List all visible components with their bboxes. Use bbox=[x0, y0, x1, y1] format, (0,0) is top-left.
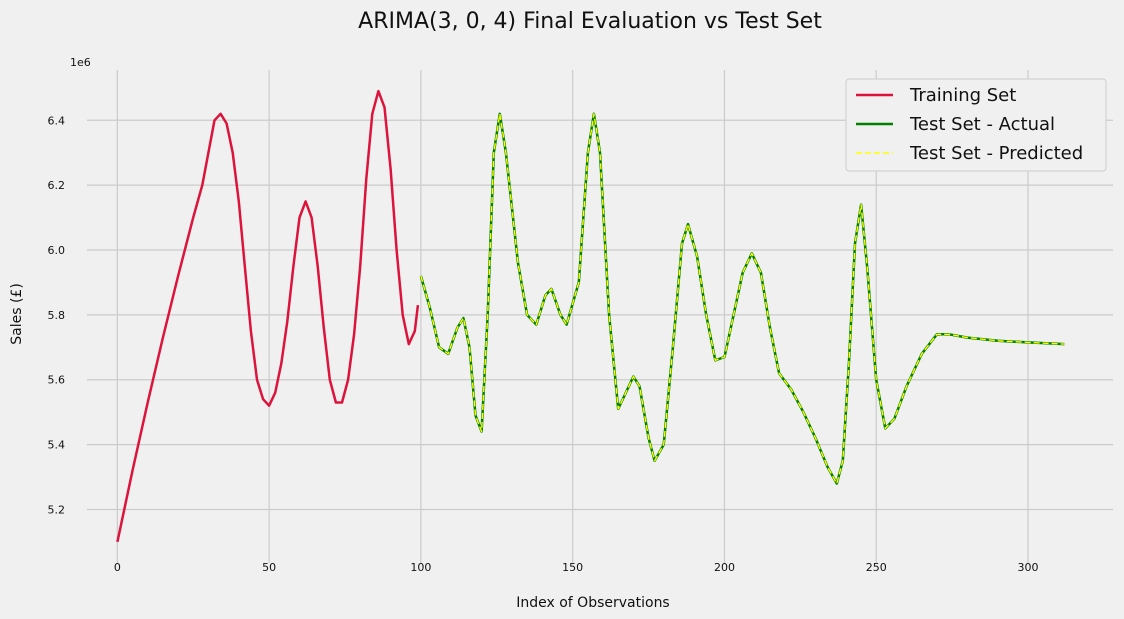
x-tick-label: 150 bbox=[562, 561, 583, 574]
y-tick-labels: 5.2 5.4 5.6 5.8 6.0 6.2 6.4 bbox=[48, 114, 66, 516]
x-tick-label: 200 bbox=[714, 561, 735, 574]
y-tick-label: 5.6 bbox=[48, 374, 66, 387]
test-predicted-line bbox=[420, 113, 1065, 485]
training-set-line bbox=[116, 89, 420, 543]
chart-title: ARIMA(3, 0, 4) Final Evaluation vs Test … bbox=[358, 9, 822, 34]
legend-box bbox=[845, 78, 1107, 172]
y-tick-label: 5.2 bbox=[48, 503, 66, 516]
y-tick-label: 6.2 bbox=[48, 179, 66, 192]
x-tick-label: 0 bbox=[114, 561, 121, 574]
y-tick-label: 6.4 bbox=[48, 114, 66, 127]
legend-label-test-actual: Test Set - Actual bbox=[909, 114, 1055, 135]
y-offset-label: 1e6 bbox=[70, 56, 91, 69]
y-tick-label: 5.4 bbox=[48, 439, 66, 452]
grid-lines bbox=[87, 70, 1113, 563]
y-axis-label: Sales (£) bbox=[9, 283, 25, 345]
x-tick-labels: 0 50 100 150 200 250 300 bbox=[114, 561, 1039, 574]
series-lines bbox=[116, 89, 1065, 543]
x-tick-label: 50 bbox=[262, 561, 276, 574]
y-tick-label: 6.0 bbox=[48, 244, 66, 257]
x-axis-label: Index of Observations bbox=[516, 595, 669, 611]
legend-label-test-predicted: Test Set - Predicted bbox=[909, 143, 1083, 164]
x-tick-label: 300 bbox=[1018, 561, 1039, 574]
legend: Training Set Test Set - Actual Test Set - … bbox=[845, 78, 1107, 172]
x-tick-label: 100 bbox=[410, 561, 431, 574]
x-tick-label: 250 bbox=[866, 561, 887, 574]
legend-label-training-set: Training Set bbox=[909, 85, 1016, 106]
y-tick-label: 5.8 bbox=[48, 309, 66, 322]
